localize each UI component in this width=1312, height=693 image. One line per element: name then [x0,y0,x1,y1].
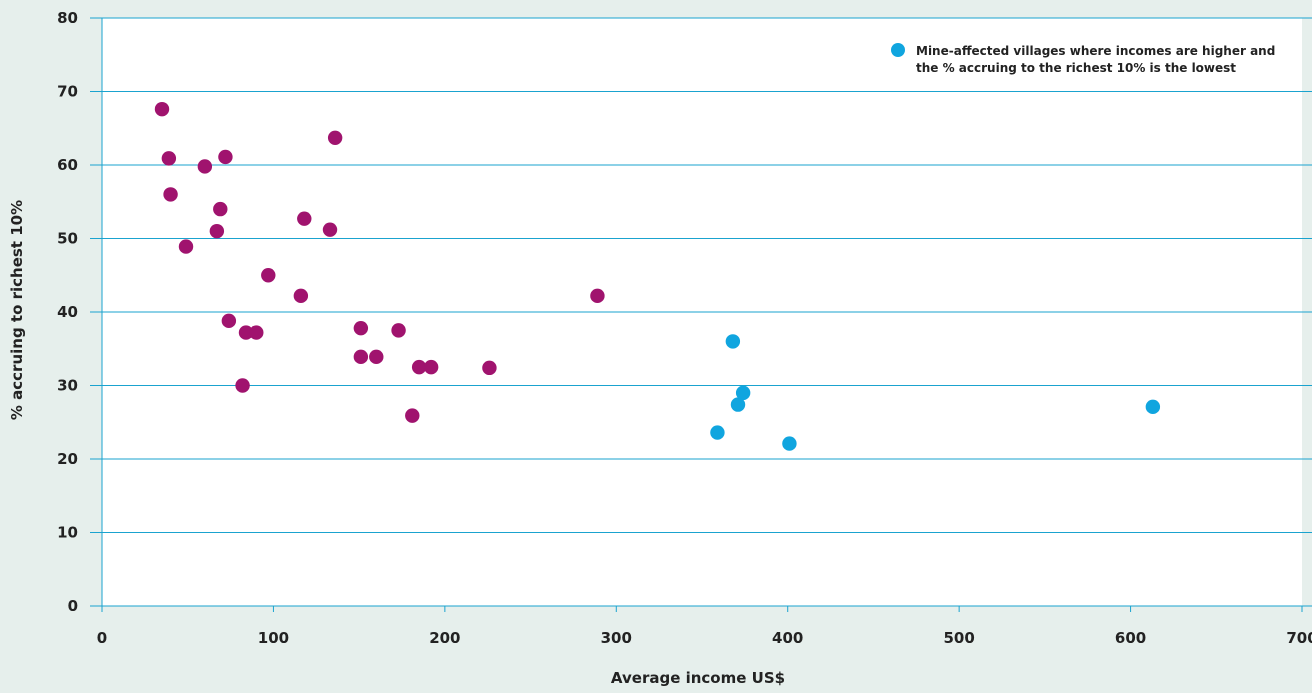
x-tick-label: 400 [772,629,803,647]
data-point-series-1 [590,288,605,304]
data-point-series-1 [297,211,312,226]
tick-labels: 0 10 20 30 40 50 60 70 80 0 100 200 300 400 500 600 700 [57,9,1312,647]
data-point-series-1 [209,223,225,239]
data-point-series-1 [405,408,420,423]
data-point-series-2 [730,397,746,412]
data-points [154,101,1161,451]
y-tick-label: 40 [57,303,78,321]
x-tick-label: 500 [943,629,974,647]
data-point-series-1 [411,359,427,375]
data-point-series-2 [710,425,725,440]
data-point-series-1 [238,325,254,340]
legend-marker [891,43,905,57]
y-tick-label: 10 [57,524,78,542]
x-tick-label: 0 [97,629,107,647]
data-point-series-1 [249,325,264,340]
data-point-series-1 [221,313,237,329]
data-point-series-1 [161,151,177,166]
data-point-series-1 [163,187,178,202]
data-point-series-1 [369,349,384,365]
data-point-series-1 [197,159,213,174]
data-point-series-1 [293,288,309,304]
grid-lines [90,17,1312,606]
x-tick-label: 200 [429,629,460,647]
data-point-series-1 [482,360,497,376]
y-axis-title: % accruing to richest 10% [8,200,26,420]
data-point-series-1 [235,378,250,393]
data-point-series-1 [213,201,228,217]
legend-label-line2: the % accruing to the richest 10% is the… [916,61,1236,75]
x-tick-label: 100 [258,629,289,647]
data-point-series-2 [735,385,751,401]
y-tick-label: 80 [57,9,78,27]
data-point-series-1 [154,101,170,117]
x-tick-label: 700 [1286,629,1312,647]
y-tick-label: 0 [68,597,78,615]
data-point-series-1 [353,320,369,336]
data-point-series-1 [353,349,369,365]
data-point-series-2 [725,334,741,349]
data-point-series-1 [423,359,439,375]
data-point-series-1 [261,268,276,283]
x-tick-label: 300 [601,629,632,647]
y-tick-label: 30 [57,377,78,395]
x-axis-title: Average income US$ [611,669,785,687]
data-point-series-1 [327,130,343,146]
axes [90,18,1312,612]
data-point-series-1 [391,323,406,338]
y-tick-label: 70 [57,83,78,101]
y-tick-label: 20 [57,450,78,468]
y-tick-label: 60 [57,156,78,174]
data-point-series-1 [322,222,338,237]
data-point-series-1 [178,239,194,254]
data-point-series-2 [1145,399,1161,415]
legend-label-line1: Mine-affected villages where incomes are… [916,44,1275,58]
x-tick-label: 600 [1115,629,1146,647]
y-tick-label: 50 [57,230,78,248]
data-point-series-2 [782,436,797,451]
legend: Mine-affected villages where incomes are… [891,43,1275,75]
data-point-series-1 [218,149,233,165]
